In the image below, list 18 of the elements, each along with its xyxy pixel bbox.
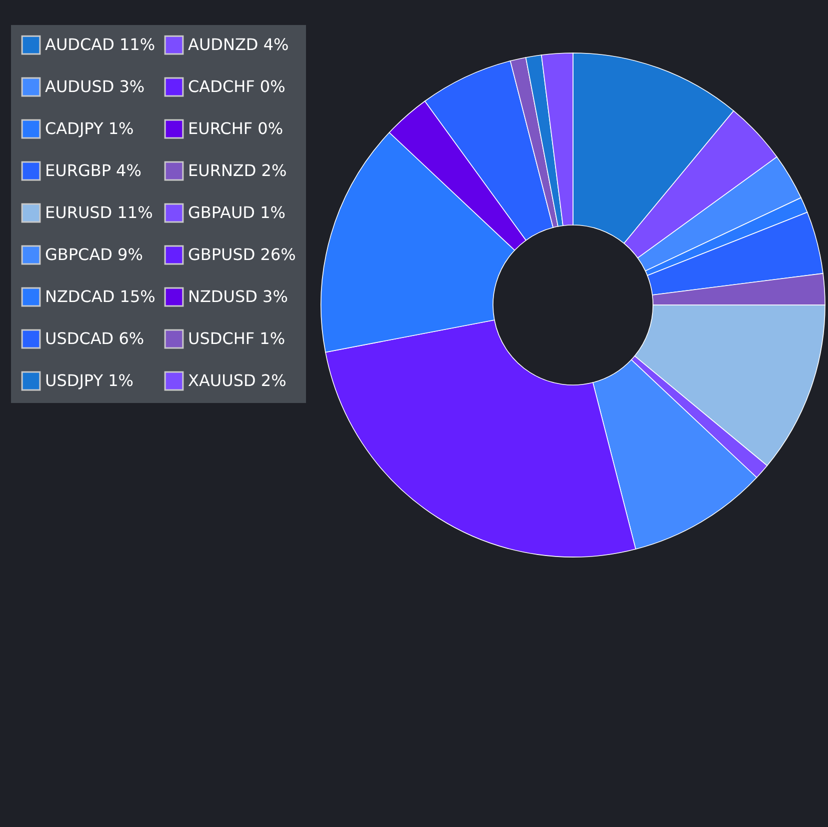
legend-label: EURNZD 2% [188, 161, 287, 180]
legend-label: NZDUSD 3% [188, 287, 288, 306]
legend-label: USDJPY 1% [45, 371, 134, 390]
legend-label: AUDUSD 3% [45, 77, 145, 96]
legend-label: XAUUSD 2% [188, 371, 286, 390]
legend-label: CADCHF 0% [188, 77, 286, 96]
legend-label: GBPAUD 1% [188, 203, 286, 222]
legend-label: GBPCAD 9% [45, 245, 143, 264]
legend-label: NZDCAD 15% [45, 287, 156, 306]
legend-label: EURCHF 0% [188, 119, 284, 138]
legend-label: GBPUSD 26% [188, 245, 296, 264]
legend-label: AUDNZD 4% [188, 35, 289, 54]
legend-label: EURUSD 11% [45, 203, 153, 222]
legend-label: EURGBP 4% [45, 161, 142, 180]
legend-label: CADJPY 1% [45, 119, 134, 138]
legend-label: AUDCAD 11% [45, 35, 156, 54]
legend-label: USDCAD 6% [45, 329, 144, 348]
legend-label: USDCHF 1% [188, 329, 286, 348]
